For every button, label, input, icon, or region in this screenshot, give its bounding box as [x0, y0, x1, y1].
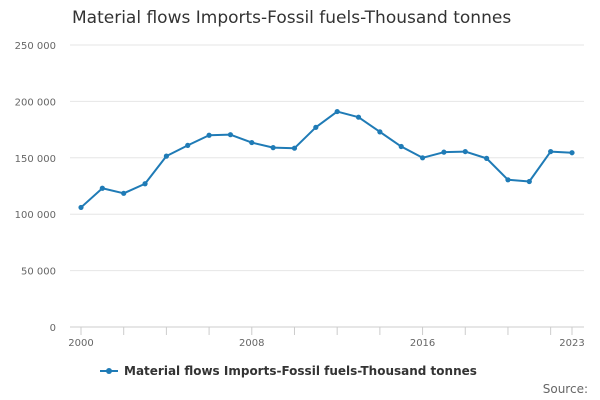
data-point[interactable]	[419, 155, 426, 161]
x-tick-label: 2023	[559, 338, 584, 349]
data-point[interactable]	[249, 139, 255, 146]
grid-lines	[70, 44, 584, 272]
data-point[interactable]	[121, 190, 127, 196]
x-tick-label: 2000	[68, 338, 93, 349]
data-point[interactable]	[484, 155, 490, 161]
y-tick-label: 250 000	[15, 41, 56, 52]
data-point[interactable]	[548, 148, 554, 155]
y-tick-label: 200 000	[15, 97, 56, 108]
data-point[interactable]	[227, 132, 234, 138]
x-tick-label: 2016	[410, 338, 435, 349]
series-line[interactable]	[80, 110, 573, 209]
data-point[interactable]	[163, 153, 169, 159]
legend-line-marker-icon	[100, 366, 118, 376]
data-point[interactable]	[206, 132, 212, 138]
data-point[interactable]	[462, 148, 468, 155]
source-label: Source:	[542, 382, 588, 396]
series-line-group[interactable]	[78, 108, 575, 211]
chart-title: Material flows Imports-Fossil fuels-Thou…	[72, 8, 512, 28]
data-point[interactable]	[334, 108, 340, 115]
data-point[interactable]	[505, 177, 511, 183]
data-point[interactable]	[313, 124, 319, 130]
data-point[interactable]	[99, 185, 105, 191]
data-point[interactable]	[291, 145, 298, 151]
data-point[interactable]	[441, 149, 447, 155]
y-tick-label: 50 000	[21, 267, 56, 278]
y-tick-label: 150 000	[15, 154, 56, 165]
data-point[interactable]	[78, 204, 84, 211]
y-axis-tick-labels: 0 50 000 100 000 150 000 200 000 250 000	[15, 41, 56, 334]
data-point[interactable]	[142, 181, 148, 187]
x-tick-label: 2008	[239, 338, 264, 349]
data-point[interactable]	[569, 150, 575, 156]
y-tick-label: 0	[50, 323, 56, 334]
data-point[interactable]	[398, 143, 404, 150]
data-point[interactable]	[377, 129, 383, 135]
data-point[interactable]	[185, 142, 191, 148]
data-point[interactable]	[270, 145, 276, 151]
x-axis	[70, 326, 584, 335]
data-point[interactable]	[355, 114, 362, 120]
legend-label: Material flows Imports-Fossil fuels-Thou…	[124, 364, 477, 378]
x-axis-tick-labels: 2000 2008 2016 2023	[68, 338, 584, 349]
data-point[interactable]	[526, 178, 532, 185]
y-tick-label: 100 000	[15, 210, 56, 221]
legend[interactable]: Material flows Imports-Fossil fuels-Thou…	[100, 364, 477, 378]
